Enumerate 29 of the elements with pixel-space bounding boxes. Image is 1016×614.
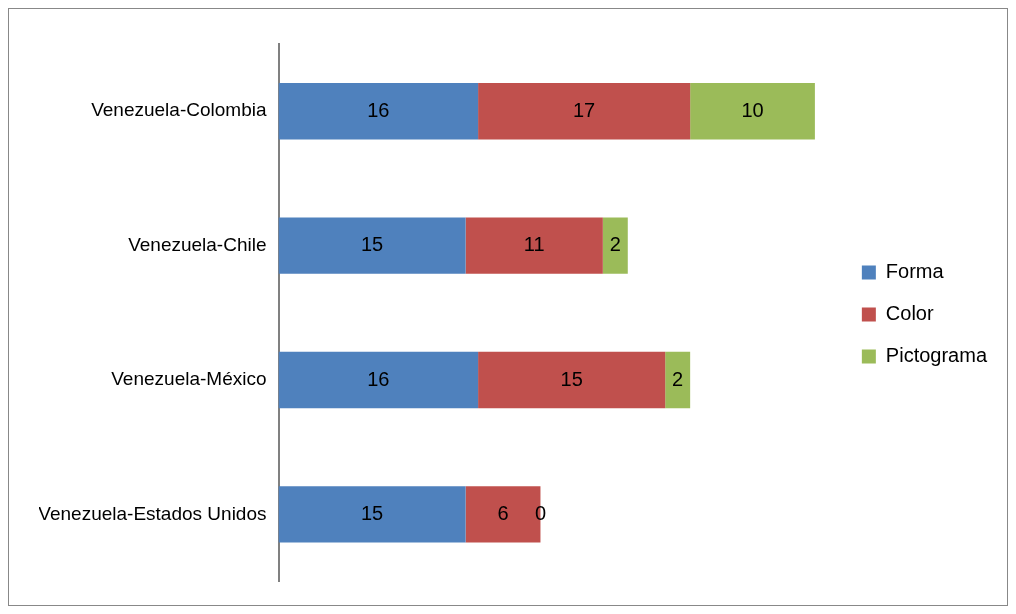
y-tick-label: Venezuela-Chile	[128, 233, 267, 255]
data-label: 0	[534, 501, 547, 524]
data-label: 16	[367, 367, 390, 390]
bar	[278, 217, 466, 274]
y-tick-label: Venezuela-México	[111, 368, 267, 390]
data-label: 16	[367, 98, 390, 121]
bar	[478, 351, 666, 409]
data-label: 15	[360, 501, 384, 524]
bar	[478, 82, 691, 140]
bar	[278, 486, 466, 543]
legend-label: Pictograma	[885, 344, 988, 367]
y-tick-label: Venezuela-Estados Unidos	[38, 502, 267, 524]
y-tick-label: Venezuela-Colombia	[91, 99, 267, 121]
bar	[278, 82, 479, 140]
data-label: 15	[560, 367, 583, 390]
data-label: 15	[360, 233, 384, 256]
bar	[278, 351, 479, 409]
bar	[602, 217, 628, 274]
bar	[665, 351, 691, 409]
data-label: 10	[741, 98, 764, 121]
bar	[465, 217, 603, 274]
legend-label: Color	[885, 302, 934, 325]
data-label: 6	[497, 501, 509, 524]
data-label: 11	[523, 233, 545, 256]
data-label: 2	[609, 233, 621, 256]
data-label: 2	[672, 367, 684, 390]
data-label: 17	[573, 98, 596, 121]
bar	[690, 82, 815, 140]
legend-label: Forma	[885, 260, 945, 283]
